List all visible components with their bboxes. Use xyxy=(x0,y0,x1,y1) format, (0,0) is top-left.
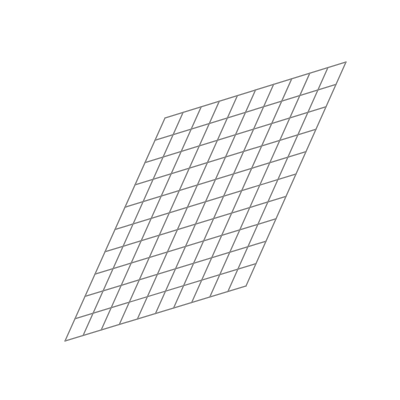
grid-column-line xyxy=(227,66,329,293)
grid-column-line xyxy=(136,94,239,320)
grid-column-line xyxy=(82,111,184,337)
grid-lines xyxy=(64,61,347,342)
grid-column-line xyxy=(100,106,202,331)
grid-column-line xyxy=(118,100,220,326)
grid-column-line xyxy=(154,89,257,315)
grid-column-line xyxy=(64,117,166,342)
grid-column-line xyxy=(245,61,347,287)
grid-column-line xyxy=(172,83,275,309)
grid-column-line xyxy=(209,72,311,298)
grid-column-line xyxy=(191,78,293,304)
